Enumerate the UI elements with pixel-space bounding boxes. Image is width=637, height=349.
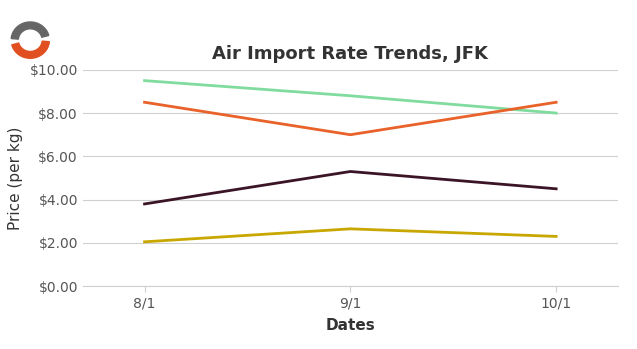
Line: Sao Paulo - JFK: Sao Paulo - JFK <box>145 229 556 242</box>
London - JFK <box>141 202 148 206</box>
Polygon shape <box>12 41 49 58</box>
Y-axis label: Price (per kg): Price (per kg) <box>8 126 23 230</box>
Mumbai - JFK <box>347 94 354 98</box>
Shanghai - JFK <box>552 100 560 104</box>
Polygon shape <box>11 22 48 39</box>
Shanghai - JFK <box>141 100 148 104</box>
X-axis label: Dates: Dates <box>326 318 375 333</box>
Line: Shanghai - JFK: Shanghai - JFK <box>145 102 556 135</box>
Sao Paulo - JFK <box>552 234 560 238</box>
Shanghai - JFK <box>347 133 354 137</box>
Title: Air Import Rate Trends, JFK: Air Import Rate Trends, JFK <box>212 45 489 63</box>
London - JFK <box>552 187 560 191</box>
Sao Paulo - JFK <box>347 227 354 231</box>
Mumbai - JFK <box>141 79 148 83</box>
Sao Paulo - JFK <box>141 240 148 244</box>
Mumbai - JFK <box>552 111 560 115</box>
Line: London - JFK: London - JFK <box>145 171 556 204</box>
Line: Mumbai - JFK: Mumbai - JFK <box>145 81 556 113</box>
London - JFK <box>347 169 354 173</box>
